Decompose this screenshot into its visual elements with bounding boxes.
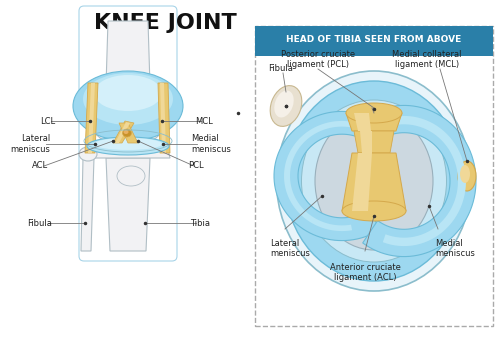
Ellipse shape — [90, 89, 128, 141]
Ellipse shape — [117, 166, 145, 186]
Text: Medial
meniscus: Medial meniscus — [191, 134, 231, 154]
Polygon shape — [353, 105, 476, 257]
Ellipse shape — [315, 112, 433, 250]
Polygon shape — [158, 83, 170, 153]
Ellipse shape — [270, 86, 302, 126]
Ellipse shape — [122, 129, 132, 137]
Polygon shape — [342, 153, 406, 211]
Ellipse shape — [87, 137, 169, 155]
Polygon shape — [88, 83, 95, 153]
Ellipse shape — [128, 89, 166, 141]
Polygon shape — [81, 158, 94, 251]
Ellipse shape — [346, 103, 402, 123]
Polygon shape — [113, 121, 134, 143]
Text: Medial collateral
ligament (MCL): Medial collateral ligament (MCL) — [392, 49, 462, 69]
Polygon shape — [354, 113, 371, 131]
Ellipse shape — [458, 161, 476, 191]
Polygon shape — [115, 122, 130, 143]
Ellipse shape — [342, 201, 406, 221]
Ellipse shape — [83, 73, 173, 125]
Polygon shape — [106, 21, 150, 86]
Polygon shape — [354, 131, 394, 153]
Text: MCL: MCL — [195, 117, 213, 126]
Text: Medial
meniscus: Medial meniscus — [435, 239, 475, 258]
Ellipse shape — [79, 147, 97, 161]
Ellipse shape — [460, 165, 470, 183]
Ellipse shape — [87, 138, 169, 154]
Ellipse shape — [94, 75, 162, 111]
Text: Lateral
meniscus: Lateral meniscus — [10, 134, 50, 154]
Polygon shape — [274, 111, 381, 240]
Ellipse shape — [116, 120, 140, 142]
Polygon shape — [284, 121, 352, 231]
Polygon shape — [373, 116, 466, 246]
Text: Fibula: Fibula — [268, 64, 293, 73]
FancyBboxPatch shape — [255, 26, 493, 56]
Polygon shape — [352, 153, 372, 211]
Text: Fibula: Fibula — [27, 219, 52, 227]
Text: LCL: LCL — [40, 117, 55, 126]
Ellipse shape — [276, 71, 471, 291]
Text: HEAD OF TIBIA SEEN FROM ABOVE: HEAD OF TIBIA SEEN FROM ABOVE — [286, 35, 462, 45]
Text: Anterior cruciate
ligament (ACL): Anterior cruciate ligament (ACL) — [330, 263, 400, 283]
Polygon shape — [106, 158, 150, 251]
Polygon shape — [119, 123, 138, 143]
Ellipse shape — [274, 91, 293, 118]
Polygon shape — [85, 83, 98, 153]
Ellipse shape — [302, 100, 446, 262]
Text: PCL: PCL — [188, 161, 204, 171]
Polygon shape — [160, 83, 166, 153]
Text: Lateral
meniscus: Lateral meniscus — [270, 239, 310, 258]
Text: KNEE JOINT: KNEE JOINT — [94, 13, 236, 33]
Ellipse shape — [285, 81, 463, 281]
Polygon shape — [346, 113, 402, 131]
Text: ACL: ACL — [32, 161, 48, 171]
FancyBboxPatch shape — [255, 26, 493, 326]
Text: Posterior cruciate
ligament (PCL): Posterior cruciate ligament (PCL) — [281, 49, 355, 69]
Ellipse shape — [73, 71, 183, 141]
Polygon shape — [360, 131, 372, 153]
Ellipse shape — [124, 130, 128, 134]
Ellipse shape — [94, 138, 162, 150]
Polygon shape — [106, 95, 150, 135]
Polygon shape — [87, 146, 170, 158]
Text: Tibia: Tibia — [190, 219, 210, 227]
